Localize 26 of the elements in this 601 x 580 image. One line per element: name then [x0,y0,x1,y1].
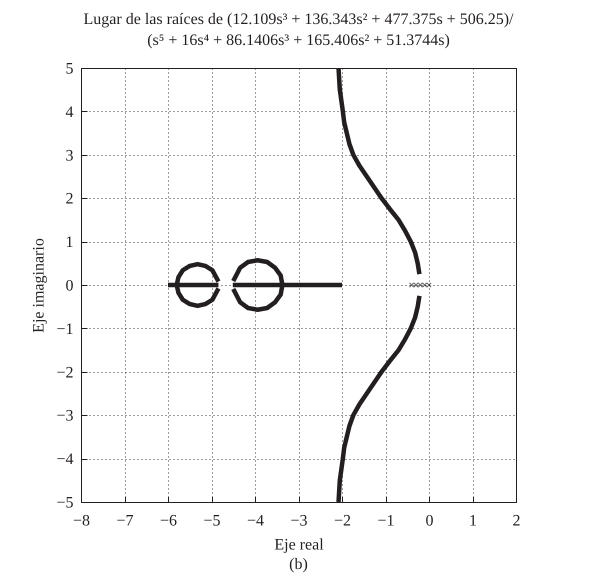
x-tick-label: −3 [290,512,308,530]
y-tick-label: 2 [66,190,74,208]
chart-title: Lugar de las raíces de (12.109s³ + 136.343s² + 477.375s + 506.25)/ (s⁵ + 16s⁴ + 86.1406s³ + 165.406s² + 51.3744s) [84,11,514,49]
x-tick-label: −1 [377,512,395,530]
y-tick-label: 1 [66,234,74,252]
x-tick-label: −5 [203,512,221,530]
x-tick-label: 1 [469,512,477,530]
x-tick-label: −6 [160,512,178,530]
x-tick-label: −8 [72,512,90,530]
x-axis-title: Eje real [274,536,324,554]
y-axis-title: Eje imaginario [30,238,48,333]
y-tick-label: −1 [56,320,74,338]
y-tick-label: −5 [56,494,74,512]
x-tick-label: −2 [334,512,352,530]
y-tick-label: 5 [66,60,74,78]
y-tick-label: 4 [66,104,74,121]
x-tick-label: 2 [512,512,520,530]
x-tick-label: 0 [426,512,434,530]
x-tick-label: −7 [116,512,134,530]
y-tick-label: −2 [56,364,74,382]
y-tick-label: 0 [66,278,74,294]
y-tick-label: −4 [56,451,74,468]
x-tick-label: −4 [246,512,264,530]
text: (b) [289,556,308,573]
y-tick-label: −3 [56,408,74,425]
y-tick-label: 3 [66,147,74,164]
